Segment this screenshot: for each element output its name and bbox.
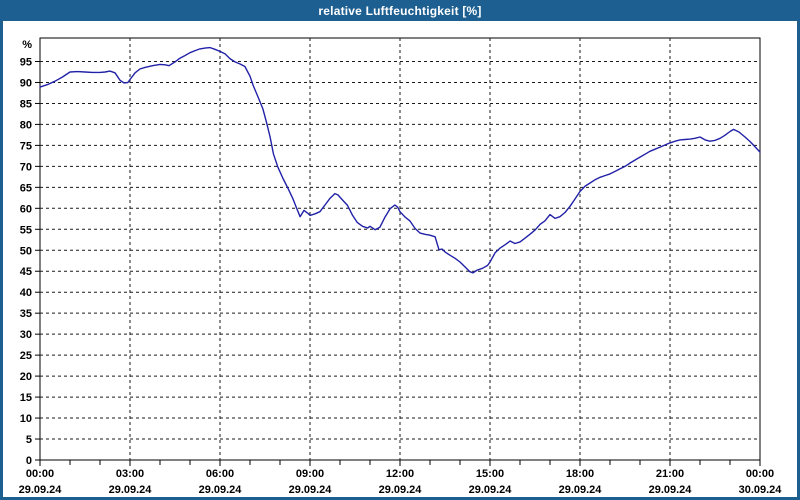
y-tick-label: 30 bbox=[20, 329, 32, 341]
y-tick-label: 0 bbox=[26, 455, 32, 467]
y-tick-label: 65 bbox=[20, 182, 32, 194]
x-date-label: 30.09.24 bbox=[739, 484, 783, 496]
x-date-label: 29.09.24 bbox=[559, 484, 603, 496]
x-date-label: 29.09.24 bbox=[109, 484, 153, 496]
x-date-label: 29.09.24 bbox=[649, 484, 693, 496]
title-bar: relative Luftfeuchtigkeit [%] bbox=[0, 0, 800, 21]
y-tick-label: 95 bbox=[20, 56, 32, 68]
x-tick-label: 03:00 bbox=[116, 468, 144, 480]
x-tick-label: 12:00 bbox=[386, 468, 414, 480]
y-tick-label: 15 bbox=[20, 392, 32, 404]
y-tick-label: 20 bbox=[20, 371, 32, 383]
y-tick-label: 45 bbox=[20, 266, 32, 278]
x-tick-label: 00:00 bbox=[746, 468, 774, 480]
x-date-label: 29.09.24 bbox=[379, 484, 423, 496]
y-tick-label: 75 bbox=[20, 140, 32, 152]
y-tick-label: 85 bbox=[20, 98, 32, 110]
y-tick-label: 35 bbox=[20, 308, 32, 320]
humidity-series-line bbox=[39, 46, 761, 274]
x-tick-label: 06:00 bbox=[206, 468, 234, 480]
y-tick-label: 80 bbox=[20, 119, 32, 131]
x-tick-label: 18:00 bbox=[566, 468, 594, 480]
x-date-label: 29.09.24 bbox=[199, 484, 243, 496]
y-tick-label: 5 bbox=[26, 434, 32, 446]
y-unit-label: % bbox=[22, 39, 32, 51]
x-tick-label: 15:00 bbox=[476, 468, 504, 480]
y-tick-label: 60 bbox=[20, 203, 32, 215]
x-date-label: 29.09.24 bbox=[469, 484, 513, 496]
x-tick-label: 21:00 bbox=[656, 468, 684, 480]
y-tick-label: 40 bbox=[20, 287, 32, 299]
x-tick-label: 09:00 bbox=[296, 468, 324, 480]
y-tick-label: 25 bbox=[20, 350, 32, 362]
y-tick-label: 90 bbox=[20, 77, 32, 89]
y-tick-label: 70 bbox=[20, 161, 32, 173]
x-date-label: 29.09.24 bbox=[289, 484, 333, 496]
y-tick-label: 50 bbox=[20, 245, 32, 257]
x-date-label: 29.09.24 bbox=[19, 484, 63, 496]
x-tick-label: 00:00 bbox=[26, 468, 54, 480]
window-title: relative Luftfeuchtigkeit [%] bbox=[318, 3, 482, 18]
y-tick-label: 10 bbox=[20, 413, 32, 425]
y-tick-label: 55 bbox=[20, 224, 32, 236]
